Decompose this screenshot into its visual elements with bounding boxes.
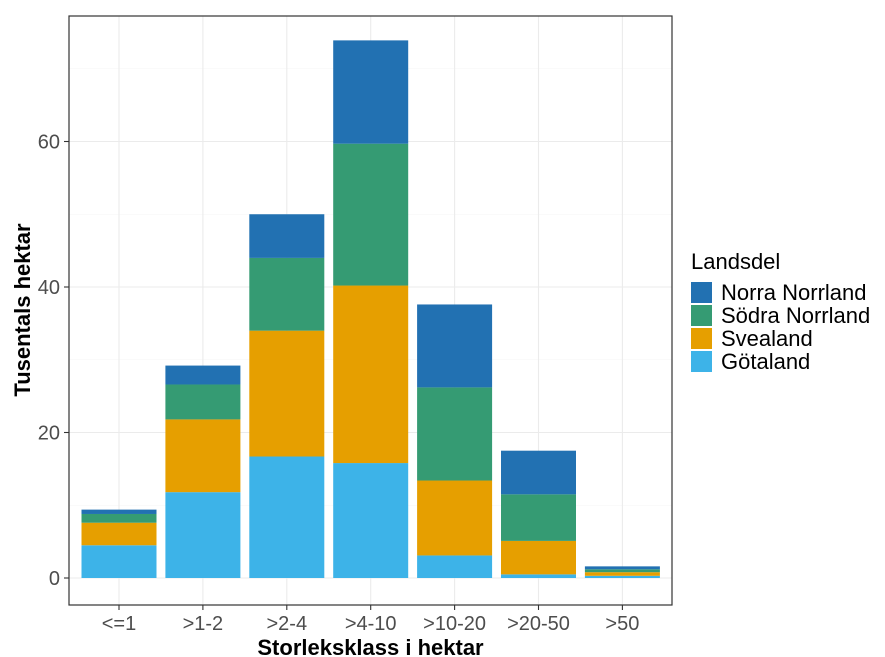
bar-segment <box>501 540 576 575</box>
bar-segment <box>333 463 409 578</box>
bar-segment <box>165 365 241 385</box>
legend-swatch <box>691 328 712 349</box>
bar-segment <box>584 572 660 576</box>
legend-label: Svealand <box>721 326 813 351</box>
bar-segment <box>333 40 409 144</box>
x-tick-label: <=1 <box>102 613 136 635</box>
bar-segment <box>584 569 660 573</box>
x-axis: <=1 >1-2 >2-4 >4-10 >10-20 >20-50 >50 <box>102 605 639 635</box>
bar-segment <box>501 494 576 541</box>
bar-segment <box>417 555 493 578</box>
bar-segment <box>333 285 409 464</box>
y-tick-label: 0 <box>49 568 60 590</box>
y-tick-label: 60 <box>38 132 60 154</box>
bar-segment <box>417 480 493 556</box>
legend-label: Norra Norrland <box>721 280 867 305</box>
x-tick-label: >10-20 <box>423 613 486 635</box>
x-tick-label: >4-10 <box>345 613 397 635</box>
bar-segment <box>165 384 241 420</box>
legend-swatch <box>691 282 712 303</box>
x-tick-label: >1-2 <box>183 613 224 635</box>
bar-segment <box>501 574 576 578</box>
bar-segment <box>249 214 325 258</box>
bar-segment <box>501 450 576 495</box>
bars <box>81 40 660 578</box>
x-tick-label: >2-4 <box>267 613 308 635</box>
y-tick-label: 40 <box>38 277 60 299</box>
bar-segment <box>584 566 660 570</box>
bar-segment <box>81 545 157 578</box>
x-tick-label: >50 <box>605 613 639 635</box>
bar-segment <box>249 257 325 331</box>
bar-segment <box>81 522 157 546</box>
bar-segment <box>249 456 325 578</box>
y-tick-label: 20 <box>38 423 60 445</box>
bar-segment <box>165 419 241 493</box>
y-axis: 0 20 40 60 <box>38 132 69 590</box>
legend-label: Södra Norrland <box>721 303 870 328</box>
legend-label: Götaland <box>721 349 810 374</box>
legend-swatch <box>691 351 712 372</box>
legend-swatch <box>691 305 712 326</box>
bar-segment <box>81 509 157 514</box>
bar-segment <box>249 330 325 457</box>
bar-segment <box>165 492 241 578</box>
x-tick-label: >20-50 <box>507 613 570 635</box>
bar-segment <box>417 387 493 481</box>
y-axis-title: Tusentals hektar <box>10 223 35 397</box>
x-axis-title: Storleksklass i hektar <box>257 635 484 657</box>
bar-segment <box>81 513 157 523</box>
bar-segment <box>584 575 660 578</box>
legend-title: Landsdel <box>691 249 780 274</box>
bar-segment <box>333 143 409 286</box>
bar-segment <box>417 304 493 388</box>
